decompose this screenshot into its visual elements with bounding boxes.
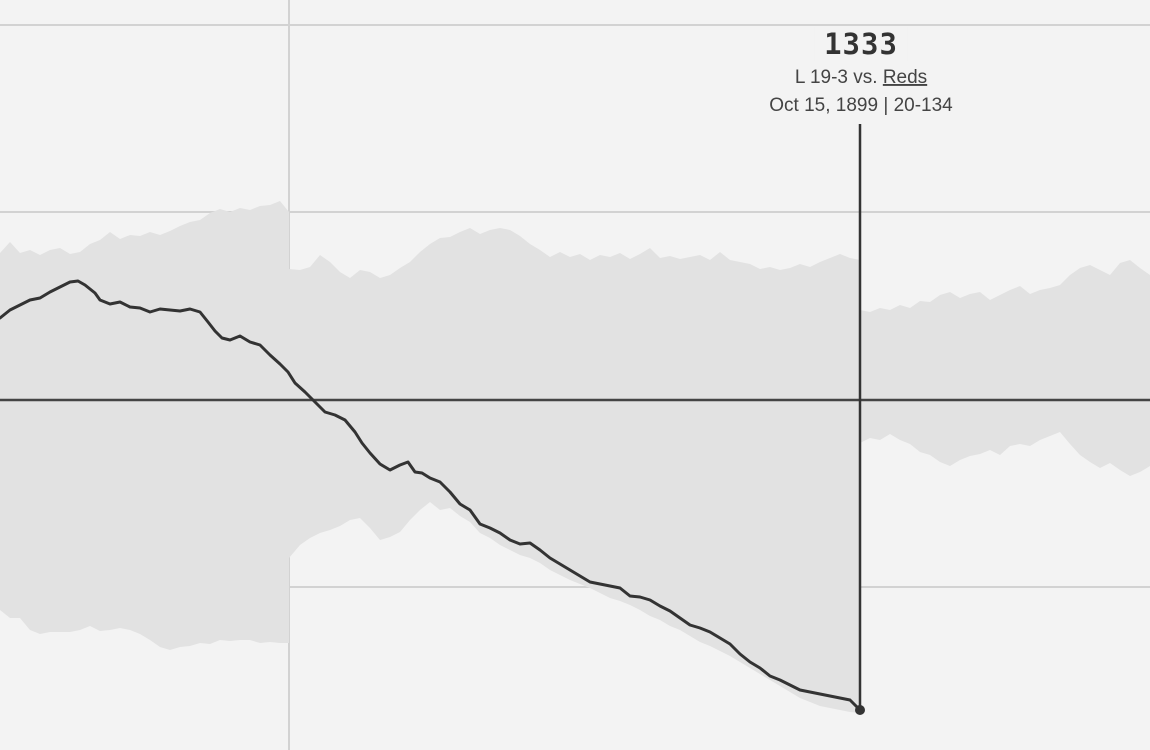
tooltip-title-backdrop [814, 27, 908, 61]
tooltip-value: 1333 [824, 27, 898, 61]
tooltip-record: 20-134 [894, 95, 954, 116]
tooltip-result-prefix: L 19-3 vs. [795, 67, 883, 88]
tooltip-result: L 19-3 vs. Reds [795, 67, 927, 88]
tooltip-date-record: Oct 15, 1899 | 20-134 [769, 95, 953, 116]
range-band-area [0, 201, 1150, 713]
tooltip-date: Oct 15, 1899 [769, 95, 878, 116]
series-path [0, 279, 862, 712]
hover-tooltip: 1333 L 19-3 vs. Reds Oct 15, 1899 | 20-1… [769, 27, 953, 116]
tooltip-record-separator: | [878, 95, 894, 116]
range-band [0, 201, 1150, 713]
opponent-link[interactable]: Reds [883, 67, 927, 88]
